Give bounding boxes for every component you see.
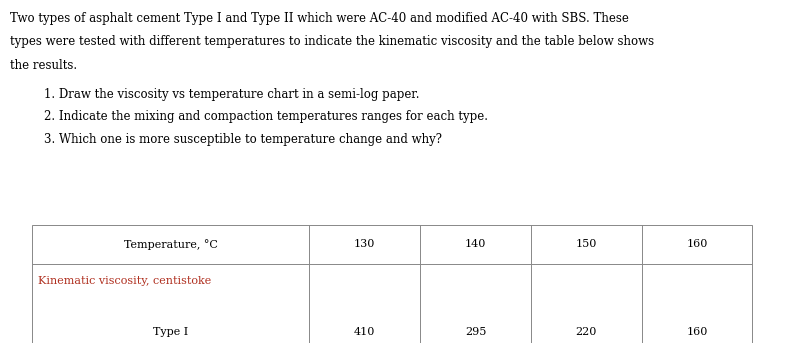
Text: Type I: Type I: [153, 327, 188, 337]
Text: the results.: the results.: [10, 59, 78, 72]
Bar: [32, 225, 752, 343]
Text: 160: 160: [686, 327, 708, 337]
Text: Kinematic viscosity, centistoke: Kinematic viscosity, centistoke: [38, 276, 212, 286]
Text: Two types of asphalt cement Type I and Type II which were AC-40 and modified AC-: Two types of asphalt cement Type I and T…: [10, 12, 630, 25]
Text: Temperature, °C: Temperature, °C: [124, 239, 218, 250]
Text: types were tested with different temperatures to indicate the kinematic viscosit: types were tested with different tempera…: [10, 35, 654, 48]
Text: 160: 160: [686, 239, 708, 249]
Text: 140: 140: [465, 239, 486, 249]
Text: 3. Which one is more susceptible to temperature change and why?: 3. Which one is more susceptible to temp…: [44, 133, 442, 146]
Text: 220: 220: [576, 327, 597, 337]
Text: 2. Indicate the mixing and compaction temperatures ranges for each type.: 2. Indicate the mixing and compaction te…: [44, 110, 488, 123]
Text: 150: 150: [576, 239, 597, 249]
Text: 410: 410: [354, 327, 375, 337]
Text: 130: 130: [354, 239, 375, 249]
Text: 295: 295: [465, 327, 486, 337]
Text: 1. Draw the viscosity vs temperature chart in a semi-log paper.: 1. Draw the viscosity vs temperature cha…: [44, 88, 419, 101]
